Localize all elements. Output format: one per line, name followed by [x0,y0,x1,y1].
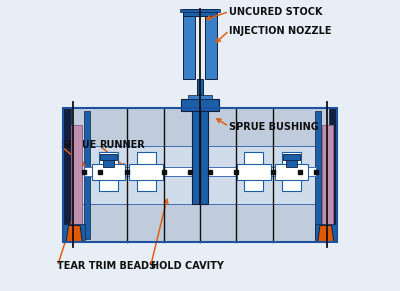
Bar [102,156,114,167]
Bar [286,156,298,167]
Bar [63,224,85,242]
Text: SPRUE: SPRUE [60,141,96,150]
Bar [130,164,163,180]
Bar [63,146,337,204]
Bar [192,99,208,204]
Bar [283,154,300,160]
Bar [63,108,337,242]
Polygon shape [318,226,334,242]
Text: TEAR TRIM BEADS: TEAR TRIM BEADS [58,261,156,271]
Bar [237,164,270,180]
Bar [84,167,316,176]
Text: UNCURED STOCK: UNCURED STOCK [229,7,323,17]
Bar [322,125,333,233]
Text: SPRUE BUSHING: SPRUE BUSHING [229,122,319,132]
Bar [71,125,82,233]
Bar [244,152,263,191]
Bar [315,224,337,242]
Bar [188,95,212,99]
Bar [137,152,156,191]
Bar [92,164,125,180]
Text: RUNNER: RUNNER [100,141,145,150]
Text: INJECTION NOZZLE: INJECTION NOZZLE [229,26,332,36]
Bar [275,164,308,180]
Polygon shape [66,226,82,242]
Bar [84,111,90,239]
Bar [180,9,220,12]
Bar [63,108,70,242]
Bar [99,152,118,191]
Bar [282,152,301,191]
Text: HOLD CAVITY: HOLD CAVITY [150,261,224,271]
Bar [182,9,195,79]
Bar [330,108,337,242]
Bar [63,108,337,242]
Bar [315,111,321,239]
Bar [197,79,203,95]
Bar [100,154,117,160]
Bar [182,9,218,16]
Bar [181,99,219,111]
Bar [205,9,218,79]
